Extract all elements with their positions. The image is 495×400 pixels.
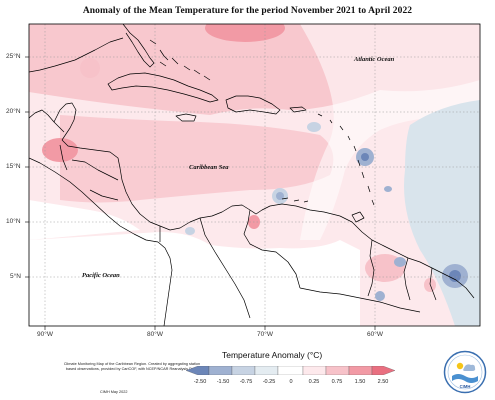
legend-tick: 0.75 xyxy=(331,379,343,385)
map-title: Anomaly of the Mean Temperature for the … xyxy=(82,6,413,16)
lat-label-25n: 25°N xyxy=(6,53,21,60)
legend-tick: -1.50 xyxy=(216,379,230,385)
lon-label-60w: 60°W xyxy=(367,331,383,338)
legend-tick: 1.50 xyxy=(354,379,366,385)
caribbean-sea-label: Caribbean Sea xyxy=(189,164,229,171)
legend-tick: 2.50 xyxy=(377,379,389,385)
cimh-logo: CIMH xyxy=(443,350,487,394)
lat-label-20n: 20°N xyxy=(6,108,21,115)
legend-tick: 0 xyxy=(289,379,293,385)
legend-swatch xyxy=(371,366,395,375)
lon-label-70w: 70°W xyxy=(257,331,273,338)
lon-label-80w: 80°W xyxy=(147,331,163,338)
legend-title: Temperature Anomaly (°C) xyxy=(222,350,323,360)
coastlines xyxy=(29,24,475,326)
anomaly-field xyxy=(29,24,480,326)
graticule xyxy=(29,24,480,326)
legend-swatch xyxy=(208,366,233,375)
credit-text: Climate Monitoring Map of the Caribbean … xyxy=(63,362,201,372)
legend-swatch xyxy=(277,366,304,375)
legend-swatch xyxy=(231,366,256,375)
legend-swatch xyxy=(186,366,210,375)
legend-swatch xyxy=(348,366,373,375)
legend-swatch xyxy=(254,366,279,375)
atlantic-ocean-label: Atlantic Ocean xyxy=(354,56,395,63)
legend-tick: -0.75 xyxy=(239,379,253,385)
legend-tick: 0.25 xyxy=(308,379,320,385)
legend-tick: -0.25 xyxy=(262,379,276,385)
pacific-ocean-label: Pacific Ocean xyxy=(82,272,120,279)
lat-label-10n: 10°N xyxy=(6,218,21,225)
legend-tick: -2.50 xyxy=(193,379,207,385)
lon-label-90w: 90°W xyxy=(37,331,53,338)
legend-swatch xyxy=(302,366,327,375)
lat-label-15n: 15°N xyxy=(6,163,21,170)
credit-date: CIMH May 2022 xyxy=(100,390,128,394)
legend-colorbar xyxy=(186,366,395,375)
logo-text: CIMH xyxy=(460,384,471,389)
legend-swatch xyxy=(325,366,350,375)
lat-label-5n: 5°N xyxy=(10,273,21,280)
